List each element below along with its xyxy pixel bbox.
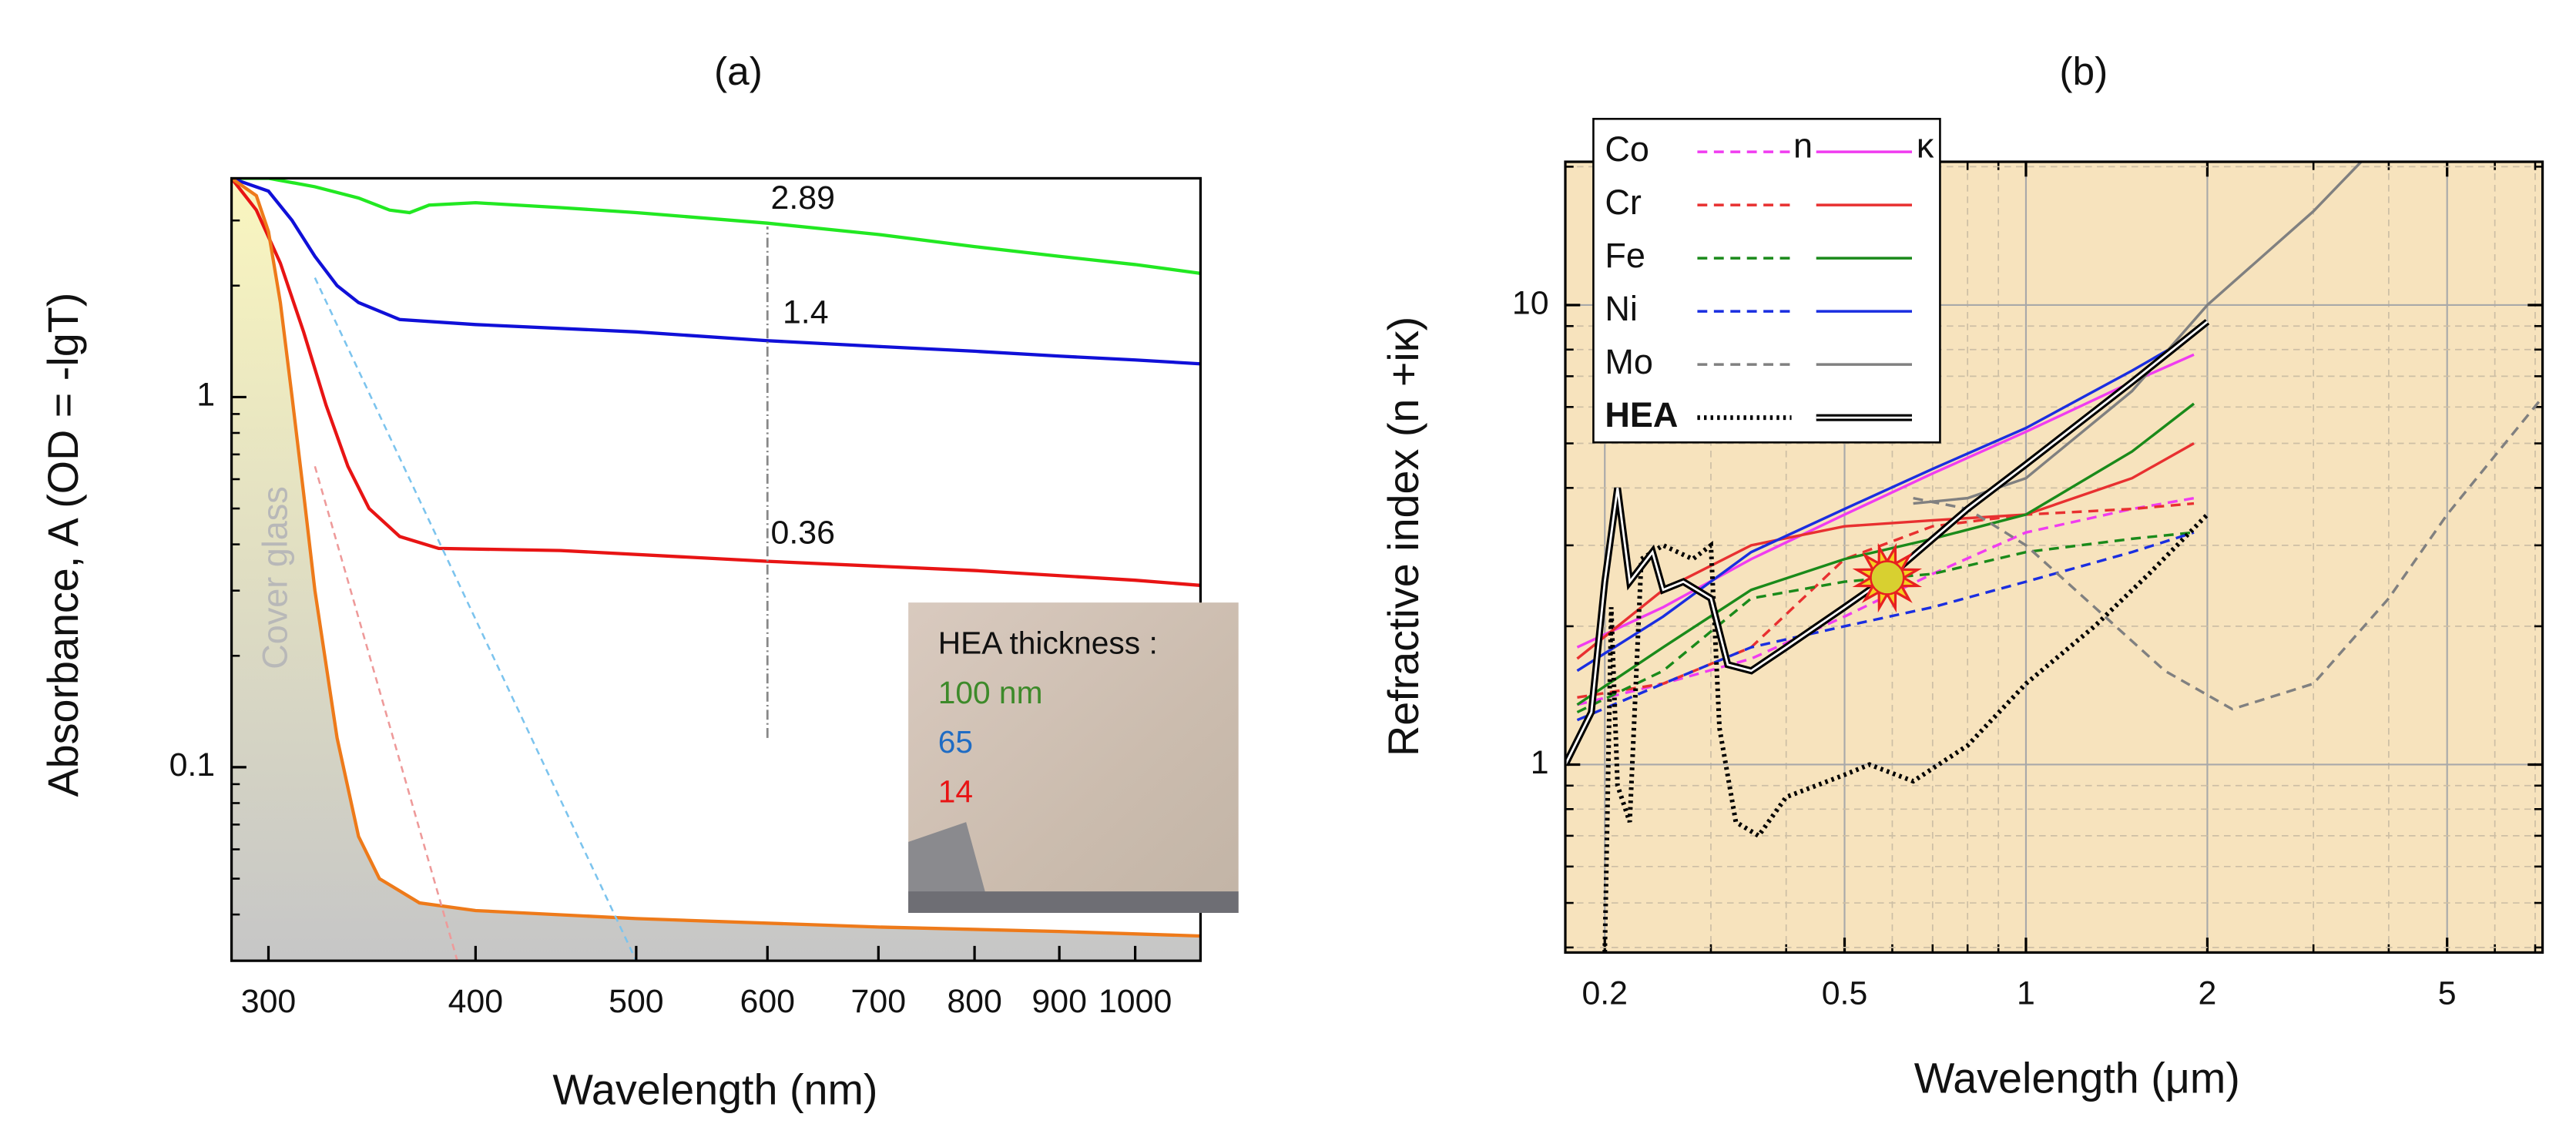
x-tick-label: 2 xyxy=(2199,975,2217,1011)
plot-a: Cover glass 2.89 1.4 0.36 300 400 500 600 700 800… xyxy=(169,176,1239,1020)
x-tick-label: 1 xyxy=(2017,975,2035,1011)
x-tick-label: 0.5 xyxy=(1822,975,1868,1011)
legend-header: κ xyxy=(1917,126,1934,166)
sun-icon xyxy=(1852,542,1923,613)
annotation: 2.89 xyxy=(771,179,835,216)
plot-b: 0.2 0.5 1 2 5 1 10 Co Cr Fe Ni Mo HEA n κ xyxy=(1512,118,2544,1011)
series-line xyxy=(231,178,1200,366)
legend-title: HEA thickness : xyxy=(938,626,1158,661)
x-tick-label: 300 xyxy=(241,983,296,1020)
x-axis-label: Wavelength (nm) xyxy=(552,1065,877,1113)
legend-entry: Cr xyxy=(1605,183,1641,222)
x-tick-label: 400 xyxy=(448,983,503,1020)
x-tick-label: 5 xyxy=(2438,975,2457,1011)
y-tick-label: 10 xyxy=(1512,284,1549,321)
x-tick-label: 900 xyxy=(1031,983,1086,1020)
legend-entry: 65 xyxy=(938,724,973,760)
legend-entry: Mo xyxy=(1605,342,1653,381)
series-line xyxy=(1565,320,2209,766)
x-tick-label: 0.2 xyxy=(1581,975,1628,1011)
extrapolation-line xyxy=(314,465,458,961)
inset-photo-edge xyxy=(908,891,1239,913)
legend-header: n xyxy=(1793,126,1813,166)
x-tick-label: 700 xyxy=(851,983,906,1020)
series-line xyxy=(1576,334,2195,673)
series-line xyxy=(231,178,1200,938)
series-line xyxy=(1913,396,2543,711)
sun-core xyxy=(1870,560,1905,595)
legend-entry: 14 xyxy=(938,773,973,809)
legend-entry: 100 nm xyxy=(938,675,1043,710)
cover-glass-label: Cover glass xyxy=(255,486,294,669)
frame xyxy=(1564,160,2544,954)
x-tick-label: 1000 xyxy=(1098,983,1172,1020)
chart-title: (b) xyxy=(2059,49,2108,93)
x-tick-label: 600 xyxy=(740,983,795,1020)
legend-entry: Fe xyxy=(1605,236,1645,275)
series-layer: Cover glass xyxy=(231,178,1200,961)
y-axis-label: Refractive index (n +iκ) xyxy=(1380,317,1427,757)
series-line xyxy=(1577,502,2195,699)
legend: Co Cr Fe Ni Mo HEA n κ xyxy=(1592,118,1941,444)
y-tick-label: 0.1 xyxy=(169,746,216,783)
annotation: 1.4 xyxy=(783,294,829,330)
inset-photo-shadow xyxy=(908,822,991,913)
series-line xyxy=(1576,531,2195,722)
x-tick-label: 800 xyxy=(947,983,1001,1020)
annotation: 0.36 xyxy=(771,515,835,552)
y-axis-label: Absorbance, A (OD = -lgT) xyxy=(39,293,87,797)
y-tick-label: 1 xyxy=(196,377,215,414)
x-tick-label: 500 xyxy=(609,983,663,1020)
series-line xyxy=(231,178,1200,587)
series-line xyxy=(1576,402,2195,706)
cover-glass-area xyxy=(231,178,1200,961)
legend-box xyxy=(1592,118,1941,444)
frame xyxy=(230,176,1202,962)
y-tick-label: 1 xyxy=(1531,744,1549,781)
legend-entry: HEA xyxy=(1605,395,1678,434)
series-line xyxy=(231,178,1200,275)
legend-entry: Ni xyxy=(1605,289,1638,328)
x-axis-label: Wavelength (μm) xyxy=(1914,1054,2240,1102)
series-line xyxy=(1913,162,2363,505)
chart-title: (a) xyxy=(714,49,763,93)
legend-entry: Co xyxy=(1605,129,1649,169)
extrapolation-line xyxy=(314,277,638,961)
series-line xyxy=(1576,353,2195,649)
